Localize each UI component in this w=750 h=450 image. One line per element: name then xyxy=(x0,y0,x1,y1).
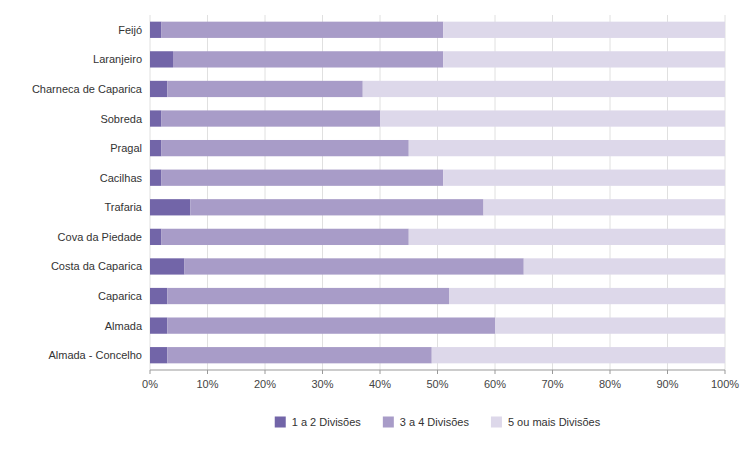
bar: Sobreda – 5 ou mais Divisões: 60 xyxy=(380,110,725,126)
bar: Laranjeiro – 1 a 2 Divisões: 4 xyxy=(150,51,173,67)
grid-line xyxy=(437,15,438,370)
tick-label: 100% xyxy=(711,378,739,390)
legend-swatch xyxy=(275,417,286,428)
grid-line xyxy=(150,15,151,370)
bar: Cova da Piedade – 5 ou mais Divisões: 55 xyxy=(409,229,725,245)
tick-mark xyxy=(610,370,611,374)
legend-item: 1 a 2 Divisões xyxy=(275,416,362,428)
bar: Laranjeiro – 3 a 4 Divisões: 47 xyxy=(173,51,443,67)
bar: Charneca de Caparica – 5 ou mais Divisõe… xyxy=(363,81,725,97)
bar: Costa da Caparica – 3 a 4 Divisões: 59 xyxy=(185,258,524,274)
category-label: Cova da Piedade xyxy=(58,231,142,243)
tick-mark xyxy=(150,370,151,374)
bar: Pragal – 1 a 2 Divisões: 2 xyxy=(150,140,162,156)
chart: Feijó – 1 a 2 Divisões: 2 Laranjeiro – 1 … xyxy=(0,0,750,450)
legend-item: 5 ou mais Divisões xyxy=(491,416,601,428)
category-label: Caparica xyxy=(98,290,143,302)
bar: Cacilhas – 5 ou mais Divisões: 49 xyxy=(443,170,725,186)
tick-label: 80% xyxy=(599,378,621,390)
bar: Feijó – 5 ou mais Divisões: 49 xyxy=(443,22,725,38)
tick-mark xyxy=(725,370,726,374)
category-label: Almada - Concelho xyxy=(48,349,142,361)
bar: Pragal – 5 ou mais Divisões: 55 xyxy=(409,140,725,156)
bar: Trafaria – 1 a 2 Divisões: 7 xyxy=(150,199,190,215)
bar: Cacilhas – 3 a 4 Divisões: 49 xyxy=(162,170,444,186)
category-label: Cacilhas xyxy=(100,172,143,184)
bar: Pragal – 3 a 4 Divisões: 43 xyxy=(162,140,409,156)
category-label: Pragal xyxy=(110,142,142,154)
tick-label: 0% xyxy=(142,378,158,390)
bar: Caparica – 5 ou mais Divisões: 48 xyxy=(449,288,725,304)
tick-label: 70% xyxy=(541,378,563,390)
bar: Almada - Concelho – 1 a 2 Divisões: 3 xyxy=(150,347,167,363)
grid-line xyxy=(552,15,553,370)
legend-label: 1 a 2 Divisões xyxy=(292,416,362,428)
tick-mark xyxy=(322,370,323,374)
tick-mark xyxy=(437,370,438,374)
category-label: Trafaria xyxy=(105,201,143,213)
bar: Caparica – 1 a 2 Divisões: 3 xyxy=(150,288,167,304)
tick-label: 40% xyxy=(369,378,391,390)
grid-line xyxy=(322,15,323,370)
bar: Sobreda – 1 a 2 Divisões: 2 xyxy=(150,110,162,126)
grid-line xyxy=(380,15,381,370)
bar: Almada – 5 ou mais Divisões: 40 xyxy=(495,317,725,333)
grid-line xyxy=(495,15,496,370)
tick-label: 10% xyxy=(196,378,218,390)
bar: Charneca de Caparica – 3 a 4 Divisões: 3… xyxy=(167,81,363,97)
tick-label: 60% xyxy=(484,378,506,390)
bar: Almada – 3 a 4 Divisões: 57 xyxy=(167,317,495,333)
x-axis: 0% 10% 20% 30% 40% 50% 60% 70% 80% 90% 100% xyxy=(142,370,739,390)
grid-line xyxy=(207,15,208,370)
legend-label: 5 ou mais Divisões xyxy=(508,416,601,428)
bar: Cova da Piedade – 3 a 4 Divisões: 43 xyxy=(162,229,409,245)
grid-line xyxy=(265,15,266,370)
category-label: Sobreda xyxy=(100,113,142,125)
category-label: Costa da Caparica xyxy=(51,260,143,272)
tick-mark xyxy=(552,370,553,374)
bar: Costa da Caparica – 1 a 2 Divisões: 6 xyxy=(150,258,185,274)
bar: Laranjeiro – 5 ou mais Divisões: 49 xyxy=(443,51,725,67)
bar: Almada – 1 a 2 Divisões: 3 xyxy=(150,317,167,333)
legend-swatch xyxy=(383,417,394,428)
bar: Sobreda – 3 a 4 Divisões: 38 xyxy=(162,110,381,126)
y-axis: Feijó Laranjeiro Charneca de Caparica Sobre… xyxy=(32,24,143,361)
bars: Feijó – 1 a 2 Divisões: 2 Laranjeiro – 1 … xyxy=(150,22,725,364)
tick-label: 30% xyxy=(311,378,333,390)
bar: Costa da Caparica – 5 ou mais Divisões: … xyxy=(524,258,725,274)
tick-label: 90% xyxy=(656,378,678,390)
tick-mark xyxy=(380,370,381,374)
category-label: Almada xyxy=(105,320,143,332)
grid-line xyxy=(725,15,726,370)
grid-line xyxy=(610,15,611,370)
tick-label: 50% xyxy=(426,378,448,390)
category-label: Laranjeiro xyxy=(93,53,142,65)
tick-mark xyxy=(495,370,496,374)
tick-label: 20% xyxy=(254,378,276,390)
bar: Trafaria – 3 a 4 Divisões: 51 xyxy=(190,199,483,215)
grid xyxy=(150,15,725,370)
bar: Cacilhas – 1 a 2 Divisões: 2 xyxy=(150,170,162,186)
bar: Charneca de Caparica – 1 a 2 Divisões: 3 xyxy=(150,81,167,97)
bar: Trafaria – 5 ou mais Divisões: 42 xyxy=(484,199,726,215)
legend-label: 3 a 4 Divisões xyxy=(400,416,470,428)
bar: Feijó – 3 a 4 Divisões: 49 xyxy=(162,22,444,38)
bar: Caparica – 3 a 4 Divisões: 49 xyxy=(167,288,449,304)
legend: 1 a 2 Divisões 3 a 4 Divisões 5 ou mais Di… xyxy=(275,416,601,428)
bar: Almada - Concelho – 3 a 4 Divisões: 46 xyxy=(167,347,432,363)
grid-line xyxy=(667,15,668,370)
bar: Almada - Concelho – 5 ou mais Divisões: … xyxy=(432,347,725,363)
tick-mark xyxy=(265,370,266,374)
legend-swatch xyxy=(491,417,502,428)
legend-item: 3 a 4 Divisões xyxy=(383,416,470,428)
category-label: Feijó xyxy=(118,24,142,36)
bar: Feijó – 1 a 2 Divisões: 2 xyxy=(150,22,162,38)
bar: Cova da Piedade – 1 a 2 Divisões: 2 xyxy=(150,229,162,245)
tick-mark xyxy=(207,370,208,374)
tick-mark xyxy=(667,370,668,374)
category-label: Charneca de Caparica xyxy=(32,83,143,95)
